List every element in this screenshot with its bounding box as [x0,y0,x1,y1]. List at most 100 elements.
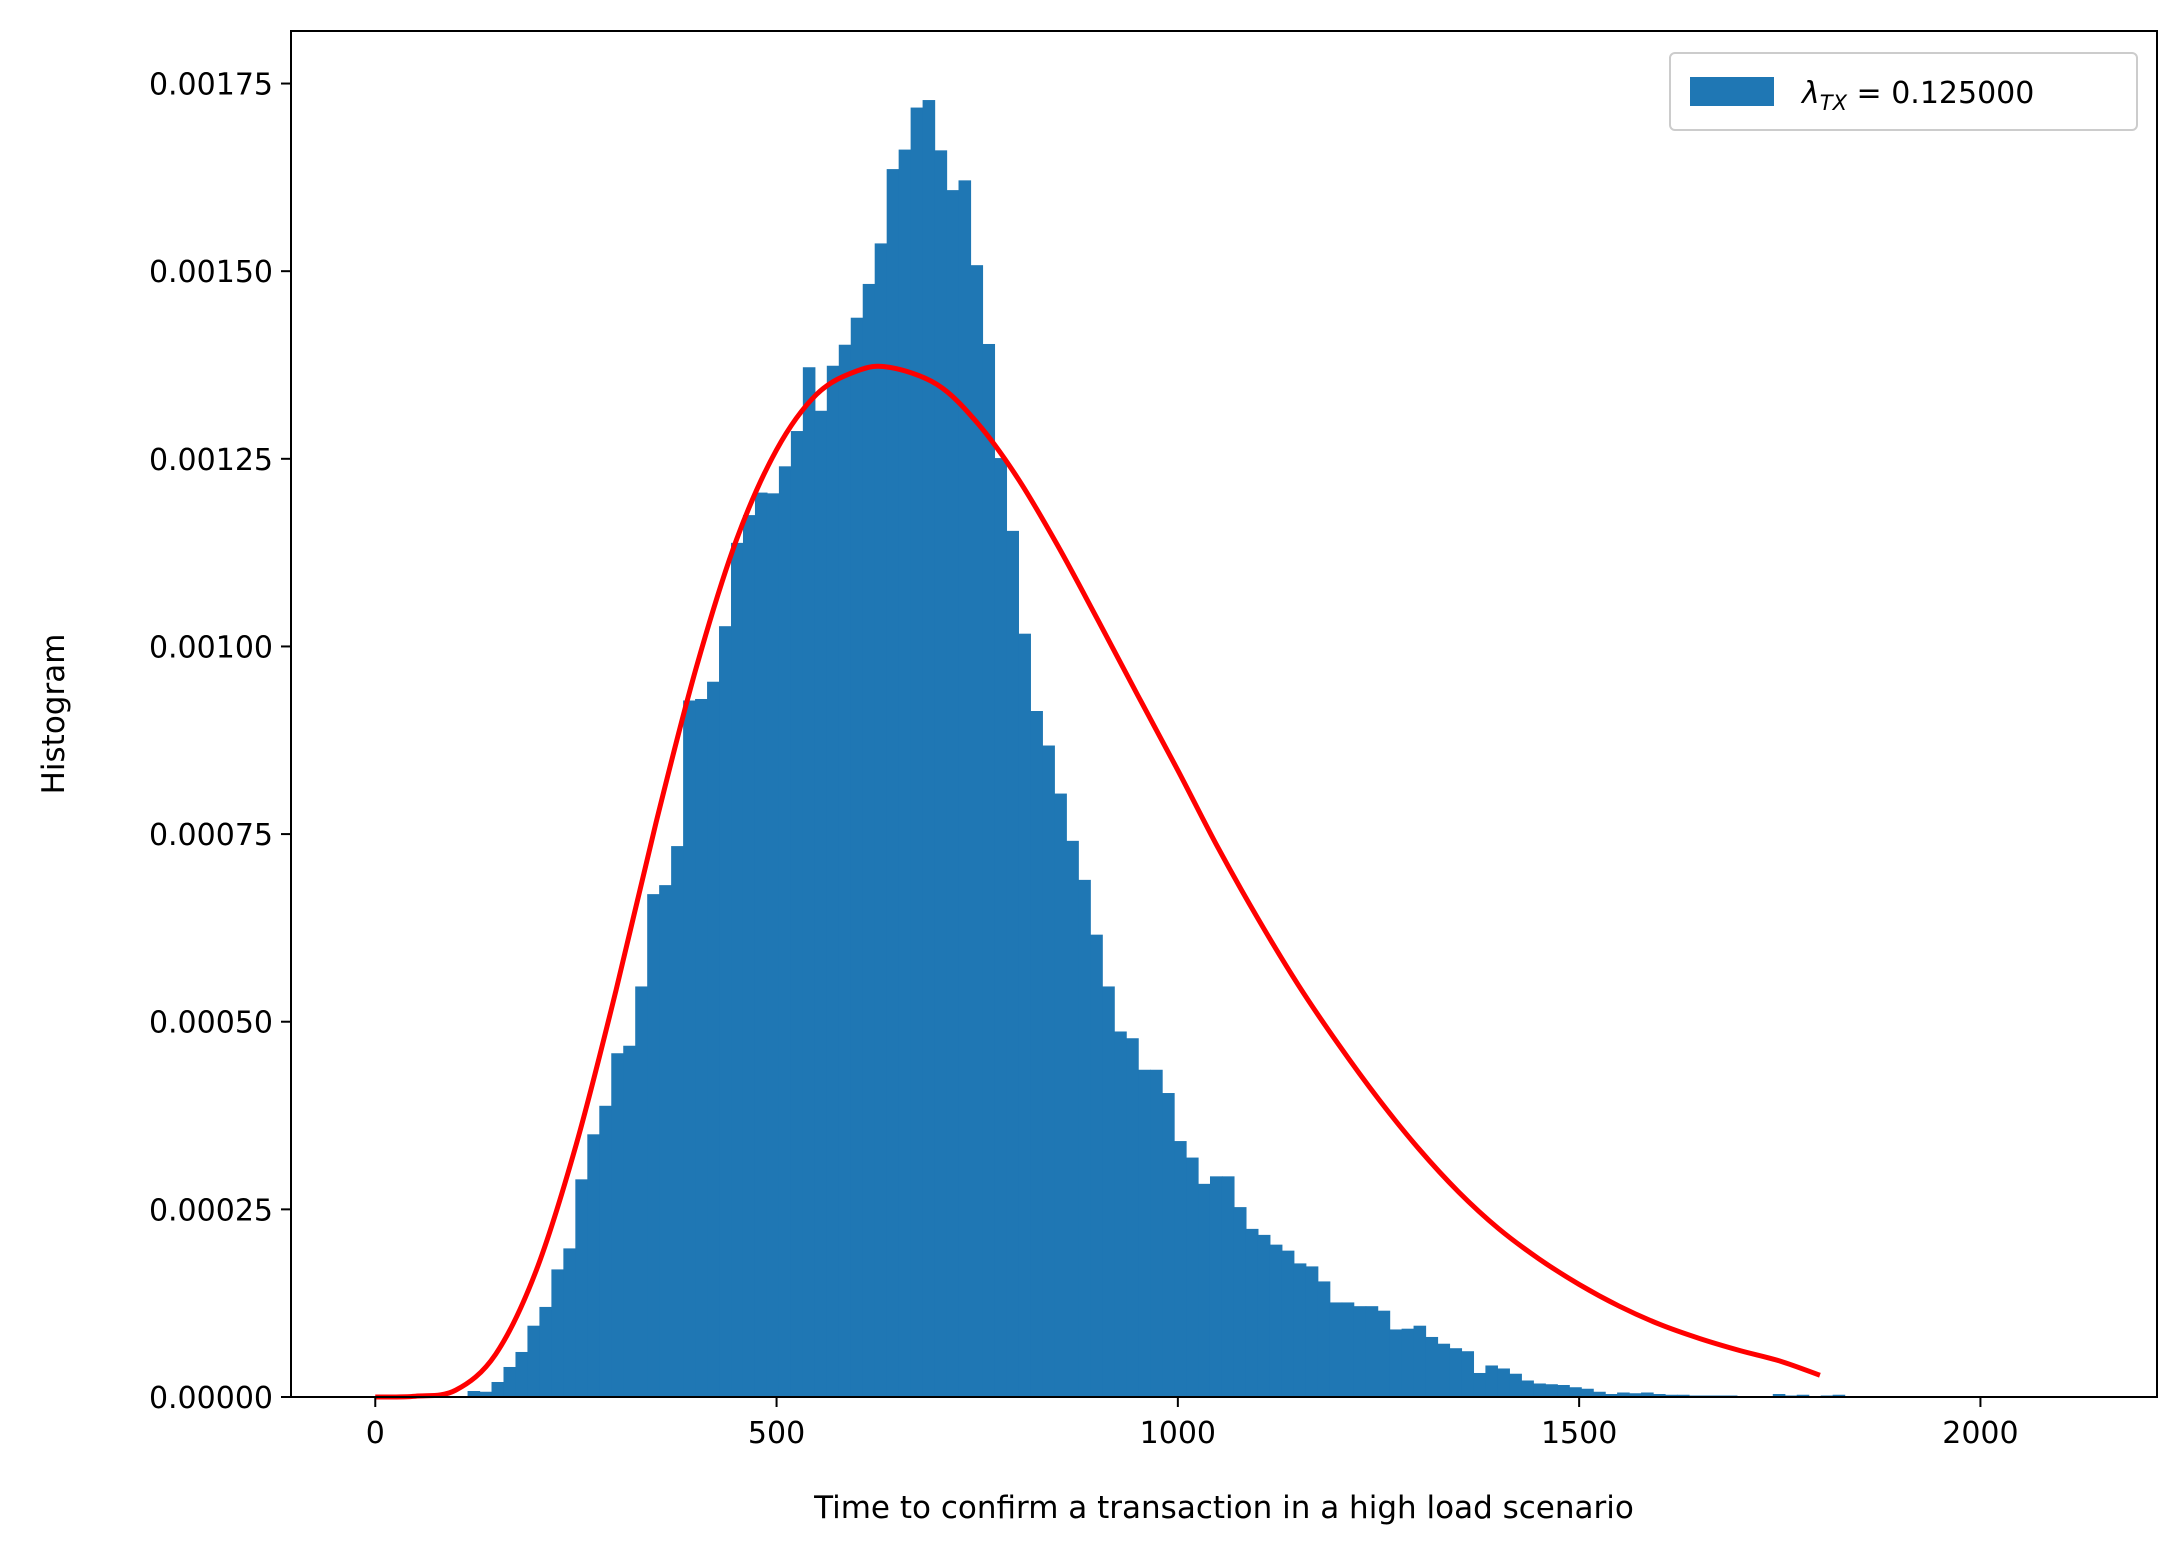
histogram-bar [1557,1384,1570,1397]
histogram-bar [970,265,984,1397]
histogram-bar [1030,711,1043,1397]
histogram-bar [1593,1391,1606,1397]
histogram-bar [958,180,972,1398]
histogram-bar [635,986,648,1397]
histogram-bar [467,1391,481,1397]
histogram-bar [1545,1384,1558,1397]
x-tick-label: 500 [748,1416,805,1451]
histogram-bar [671,846,684,1397]
legend-value: = 0.125000 [1847,76,2034,111]
histogram-bar [1473,1372,1486,1397]
y-axis-title: Histogram [36,634,72,795]
histogram-bar [1186,1157,1199,1397]
histogram-bar [934,150,948,1398]
legend: λTX = 0.125000 [1669,52,2138,131]
histogram-bar [587,1134,600,1397]
histogram-bar [479,1391,493,1397]
histogram-bar [1796,1394,1810,1397]
histogram-bar [742,515,756,1397]
histogram-bar [982,343,996,1398]
histogram-bar [1293,1263,1307,1397]
y-tick-label: 0.00125 [149,443,273,478]
histogram-bar [1317,1281,1331,1397]
histogram-bar [1509,1373,1522,1397]
histogram-bar [551,1269,564,1397]
histogram-bar [1281,1250,1295,1397]
histogram-bar [1162,1093,1175,1397]
histogram-bar [1305,1266,1319,1397]
histogram-bar [862,283,876,1398]
x-tick-label: 1000 [1140,1416,1216,1451]
histogram-bar [1497,1368,1510,1397]
histogram-bar [922,100,936,1397]
histogram-bar [1042,745,1055,1397]
histogram-bar [1521,1380,1534,1397]
legend-symbol: λ [1800,76,1820,111]
histogram-bar [1569,1387,1582,1397]
histogram-bar [1006,530,1019,1397]
histogram-bar [491,1381,505,1397]
histogram-bar [1365,1306,1379,1397]
histogram-bar [1832,1394,1846,1397]
histogram-bar [790,431,804,1397]
histogram-bar [659,885,672,1397]
histogram-bar [1066,840,1079,1397]
histogram-bar [994,458,1008,1397]
histogram-bar [910,107,924,1397]
x-axis-title: Time to confirm a transaction in a high … [813,1490,1634,1526]
histogram-bar [826,365,840,1397]
histogram-bar [1533,1383,1546,1397]
histogram-bar [1138,1069,1151,1397]
legend-subscript: TX [1820,91,1848,115]
histogram-bar [1641,1392,1654,1397]
histogram-bar [1653,1394,1666,1397]
histogram-bar [1341,1302,1355,1397]
histogram-bar [778,466,792,1397]
histogram-bar [802,367,816,1397]
histogram-bar [898,149,912,1398]
histogram-bar [946,190,960,1397]
legend-label: λTX = 0.125000 [1800,76,2034,115]
histogram-bar [563,1248,576,1397]
legend-box [1669,52,2138,131]
histogram-bar [719,626,732,1397]
histogram-bar [1413,1325,1427,1397]
histogram-bar [1425,1336,1439,1397]
histogram-bar [754,492,768,1398]
histogram-bar [1150,1069,1163,1397]
histogram-bar [1102,986,1115,1397]
legend-swatch [1690,77,1774,106]
histogram-bar [1245,1228,1259,1397]
histogram-bar [1209,1176,1223,1397]
histogram-bar [1174,1141,1187,1397]
histogram-bar [1054,793,1067,1397]
histogram-bar [1389,1329,1403,1397]
histogram-bar [515,1351,529,1397]
histogram-bar [599,1105,612,1397]
histogram-bar [731,542,744,1397]
histogram-bar [1377,1310,1391,1397]
histogram-bar [695,698,708,1397]
histogram-bar [1114,1031,1127,1397]
histogram-bar [1605,1394,1618,1397]
histogram-bar [1018,633,1031,1397]
histogram-bar [1257,1234,1271,1397]
histogram-bar [838,344,852,1398]
histogram-bar [1233,1207,1247,1397]
histogram-bar [1449,1348,1463,1397]
histogram-bar [1629,1393,1642,1397]
histogram-bar [1353,1306,1367,1397]
histogram-bar [1269,1244,1283,1397]
histogram-bar [575,1179,588,1397]
y-tick-label: 0.00000 [149,1381,273,1416]
y-tick-label: 0.00100 [149,630,273,665]
histogram-bar [1126,1038,1139,1397]
y-axis-ticks: 0.00000 0.00025 0.00050 0.00075 0.00100 0.001… [149,68,291,1416]
y-tick-label: 0.00075 [149,818,273,853]
histogram-bar [850,317,864,1398]
histogram-bar [1437,1343,1451,1397]
histogram-bar [503,1366,517,1397]
histogram-bar [1665,1394,1678,1397]
histogram-bar [886,169,900,1398]
